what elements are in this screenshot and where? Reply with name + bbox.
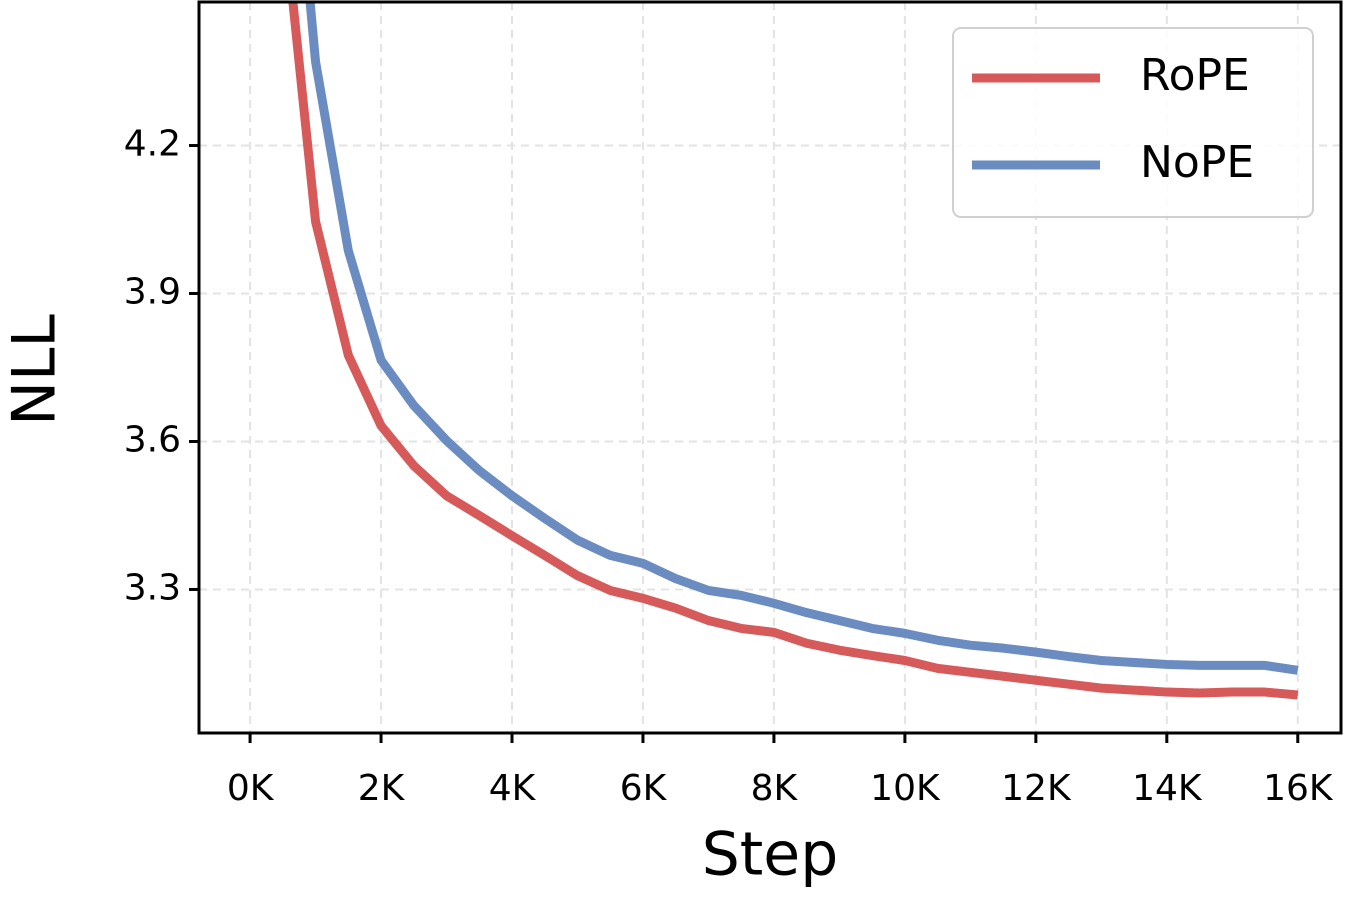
x-tick-label: 14K [1132, 768, 1203, 809]
y-axis-label: NLL [0, 314, 70, 426]
y-tick-label: 3.3 [124, 567, 181, 608]
x-axis-label: Step [702, 820, 839, 890]
x-tick-label: 12K [1001, 768, 1072, 809]
plot-frame [197, 0, 1343, 735]
legend-label: NoPE [1140, 137, 1254, 188]
legend-label: RoPE [1140, 50, 1250, 101]
plot-area [288, 2, 1299, 700]
x-tick-label: 10K [870, 768, 941, 809]
y-tick-label: 3.6 [124, 419, 181, 460]
x-tick-label: 8K [751, 768, 799, 809]
x-tick-label: 2K [358, 768, 406, 809]
x-tick-label: 6K [620, 768, 668, 809]
data-line [288, 2, 1299, 700]
x-tick-label: 0K [227, 768, 275, 809]
data-line [305, 2, 1299, 675]
x-tick-label: 16K [1263, 768, 1334, 809]
x-tick-label: 4K [489, 768, 537, 809]
y-tick-label: 4.2 [124, 124, 181, 165]
y-tick-label: 3.9 [124, 272, 181, 313]
legend-box [952, 27, 1314, 218]
